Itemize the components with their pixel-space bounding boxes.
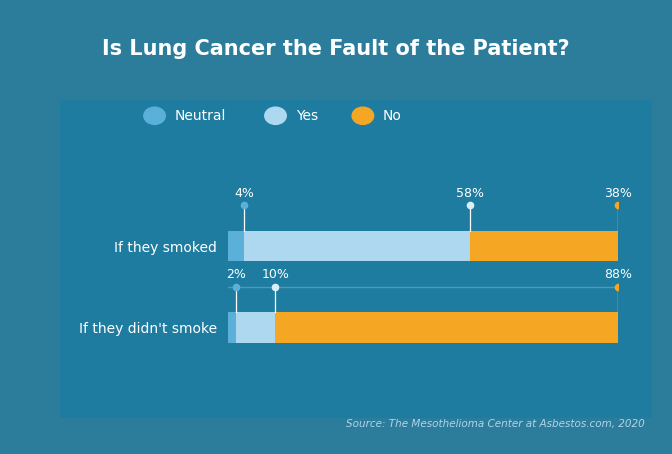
Text: Source: The Mesothelioma Center at Asbestos.com, 2020: Source: The Mesothelioma Center at Asbes… <box>346 419 645 429</box>
Text: Yes: Yes <box>296 109 318 123</box>
Text: No: No <box>383 109 402 123</box>
Text: 4%: 4% <box>234 187 254 200</box>
Text: 58%: 58% <box>456 187 484 200</box>
Bar <box>244 231 470 262</box>
Bar <box>237 312 276 343</box>
Text: 2%: 2% <box>226 268 246 281</box>
Bar <box>228 312 237 343</box>
Text: Is Lung Cancer the Fault of the Patient?: Is Lung Cancer the Fault of the Patient? <box>102 39 570 59</box>
Text: 88%: 88% <box>604 268 632 281</box>
Bar <box>228 231 244 262</box>
Bar <box>470 231 618 262</box>
Bar <box>276 312 618 343</box>
Text: Neutral: Neutral <box>175 109 226 123</box>
Text: 10%: 10% <box>261 268 289 281</box>
Text: 38%: 38% <box>604 187 632 200</box>
